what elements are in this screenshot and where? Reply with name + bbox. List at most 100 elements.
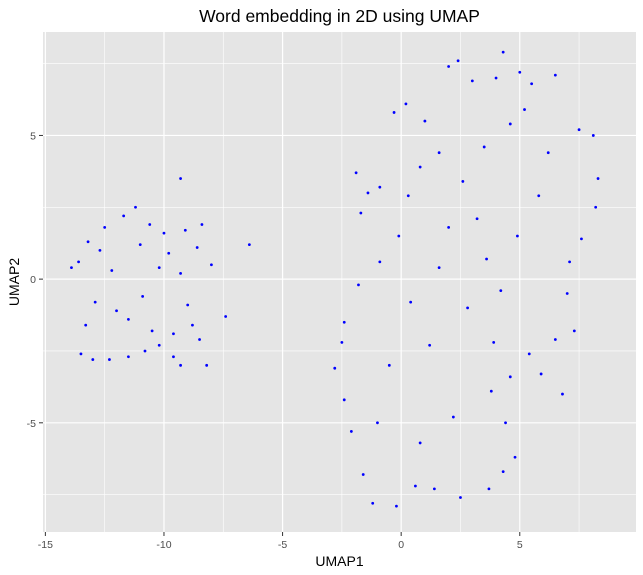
data-point [378, 260, 382, 264]
data-point [565, 292, 569, 295]
data-point [537, 194, 541, 198]
data-point [183, 228, 187, 232]
data-point [572, 329, 576, 333]
data-point [340, 340, 344, 344]
data-point [451, 415, 455, 419]
data-point [361, 473, 365, 476]
data-point [115, 309, 118, 313]
data-point [523, 108, 526, 111]
data-point [513, 455, 517, 459]
data-point [84, 323, 88, 327]
data-point [594, 205, 598, 209]
data-point [138, 243, 142, 247]
data-point [172, 332, 175, 336]
x-tick-label: -15 [38, 539, 53, 551]
data-point [342, 320, 346, 324]
chart-title: Word embedding in 2D using UMAP [199, 6, 480, 26]
data-point [366, 191, 370, 195]
data-point [93, 300, 97, 304]
data-point [70, 266, 73, 270]
data-point [482, 145, 486, 149]
x-tick-label: -5 [278, 539, 287, 551]
data-point [86, 240, 90, 244]
data-point [98, 248, 102, 252]
data-point [247, 243, 251, 247]
data-point [539, 372, 543, 376]
y-axis-ticks: -5 0 5 [27, 130, 43, 430]
y-tick-label: 0 [30, 274, 36, 286]
data-point [580, 237, 583, 241]
data-point [91, 358, 95, 361]
data-point [494, 76, 498, 80]
data-point [475, 217, 479, 221]
data-point [148, 223, 152, 226]
data-point [561, 392, 564, 396]
data-point [527, 352, 531, 356]
data-point [157, 266, 161, 270]
data-point [134, 205, 137, 209]
data-point [428, 343, 432, 347]
data-point [508, 375, 512, 379]
data-point [456, 59, 460, 63]
data-point [354, 171, 358, 175]
minor-gridlines [43, 32, 636, 532]
data-point [466, 306, 469, 310]
data-point [143, 349, 147, 353]
data-point [418, 165, 422, 169]
data-point [596, 177, 600, 180]
data-point [162, 231, 166, 235]
data-point [470, 79, 474, 83]
data-point [195, 246, 199, 249]
data-point [342, 398, 346, 402]
data-point [459, 496, 462, 499]
data-point [530, 82, 534, 86]
data-point [108, 358, 111, 361]
data-point [126, 355, 130, 359]
data-point [437, 151, 441, 155]
data-point [437, 266, 441, 270]
data-point [210, 263, 213, 267]
data-point [409, 300, 413, 304]
data-point [179, 271, 182, 275]
data-point [501, 50, 505, 54]
data-point [395, 504, 398, 508]
x-tick-label: 0 [398, 539, 404, 551]
data-point [577, 128, 581, 132]
data-point [447, 65, 451, 68]
data-point [418, 441, 422, 445]
data-point [499, 289, 503, 293]
data-point [397, 234, 401, 238]
data-point [516, 234, 519, 238]
y-tick-label: -5 [27, 418, 36, 430]
data-point [487, 487, 491, 491]
data-point [485, 257, 488, 261]
data-point [392, 111, 396, 114]
data-point [186, 303, 190, 307]
data-point [406, 194, 410, 198]
data-point [591, 134, 595, 137]
data-point [224, 315, 228, 318]
data-point [492, 340, 496, 344]
data-point [404, 102, 408, 106]
data-point [126, 317, 130, 321]
data-point [172, 355, 175, 359]
data-point [349, 430, 353, 433]
y-tick-label: 5 [30, 130, 36, 142]
data-point [205, 363, 209, 367]
data-point [141, 294, 145, 298]
data-point [371, 501, 375, 505]
data-point [568, 260, 571, 264]
data-point [461, 180, 465, 183]
data-point [357, 283, 360, 287]
data-point [553, 73, 557, 77]
y-axis-label: UMAP2 [6, 258, 22, 306]
data-point [501, 470, 505, 474]
data-point [79, 352, 83, 356]
data-point [546, 151, 550, 155]
data-point [359, 211, 363, 215]
x-axis-label: UMAP1 [315, 553, 363, 569]
data-point [150, 329, 154, 333]
data-point [179, 177, 182, 180]
data-point [333, 366, 337, 370]
